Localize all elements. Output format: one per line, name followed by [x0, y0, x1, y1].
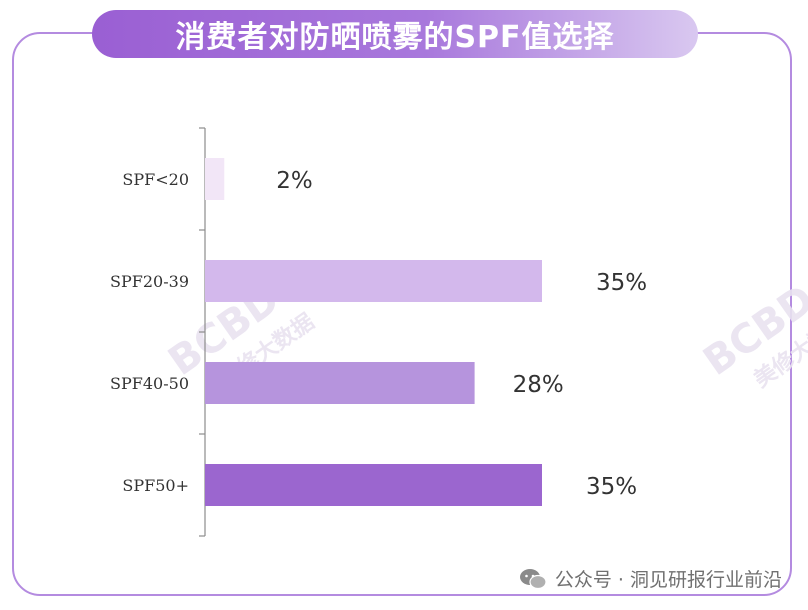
footer: 公众号 · 洞见研报行业前沿: [519, 565, 782, 592]
bar-1: [205, 158, 225, 200]
category-label: SPF20-39: [110, 272, 189, 291]
footer-text: 公众号 · 洞见研报行业前沿: [554, 569, 782, 591]
value-label: 28%: [513, 372, 564, 398]
category-label: SPF40-50: [110, 374, 189, 393]
category-label: SPF<20: [122, 170, 189, 189]
bar-2: [205, 260, 542, 302]
value-label: 35%: [586, 474, 637, 500]
wechat-icon: [519, 568, 547, 589]
value-label: 35%: [596, 270, 647, 296]
category-label: SPF50+: [122, 476, 189, 495]
value-label: 2%: [276, 168, 313, 194]
chart-title: 消费者对防晒喷雾的SPF值选择: [92, 10, 698, 58]
bar-4: [205, 464, 542, 506]
bar-3: [205, 362, 475, 404]
